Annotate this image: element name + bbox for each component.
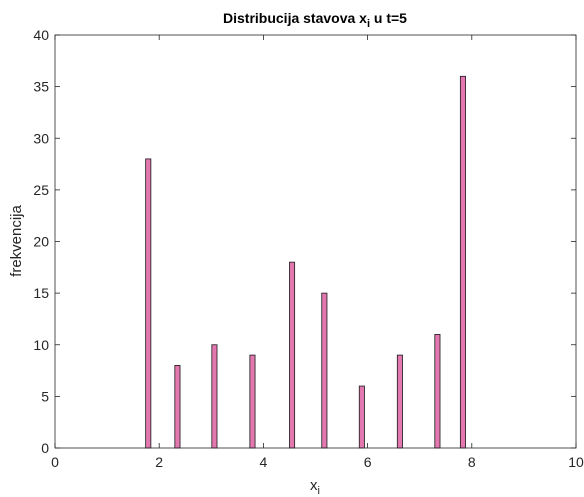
bar [289,261,296,449]
y-tick-label: 5 [41,388,49,404]
y-tick-label: 35 [33,79,49,95]
y-tick-label: 30 [33,130,49,146]
x-tick-label: 10 [568,454,584,470]
bar [459,75,466,449]
x-tick-label: 0 [51,454,59,470]
chart-title: Distribucija stavova xi u t=5 [223,10,407,30]
bar [321,292,328,449]
y-tick-label: 40 [33,27,49,43]
y-tick-label: 10 [33,337,49,353]
y-tick-label: 15 [33,285,49,301]
bars [145,75,466,449]
x-tick-label: 8 [468,454,476,470]
bar [145,158,152,449]
bar [396,354,403,449]
x-tick-label: 4 [260,454,268,470]
plot-area [55,35,576,448]
bar [434,334,441,449]
bar [249,354,256,449]
x-tick-label: 6 [364,454,372,470]
x-tick-label: 2 [155,454,163,470]
bar [174,364,181,449]
bar [211,344,218,449]
x-axis-label: xi [310,477,320,497]
y-tick-label: 25 [33,182,49,198]
y-tick-label: 20 [33,234,49,250]
bar [358,385,365,449]
y-axis-label: frekvencija [8,204,25,276]
axes: 0 2 4 6 8 10 0 5 10 15 20 25 30 35 40 [33,27,584,470]
y-tick-label: 0 [41,440,49,456]
